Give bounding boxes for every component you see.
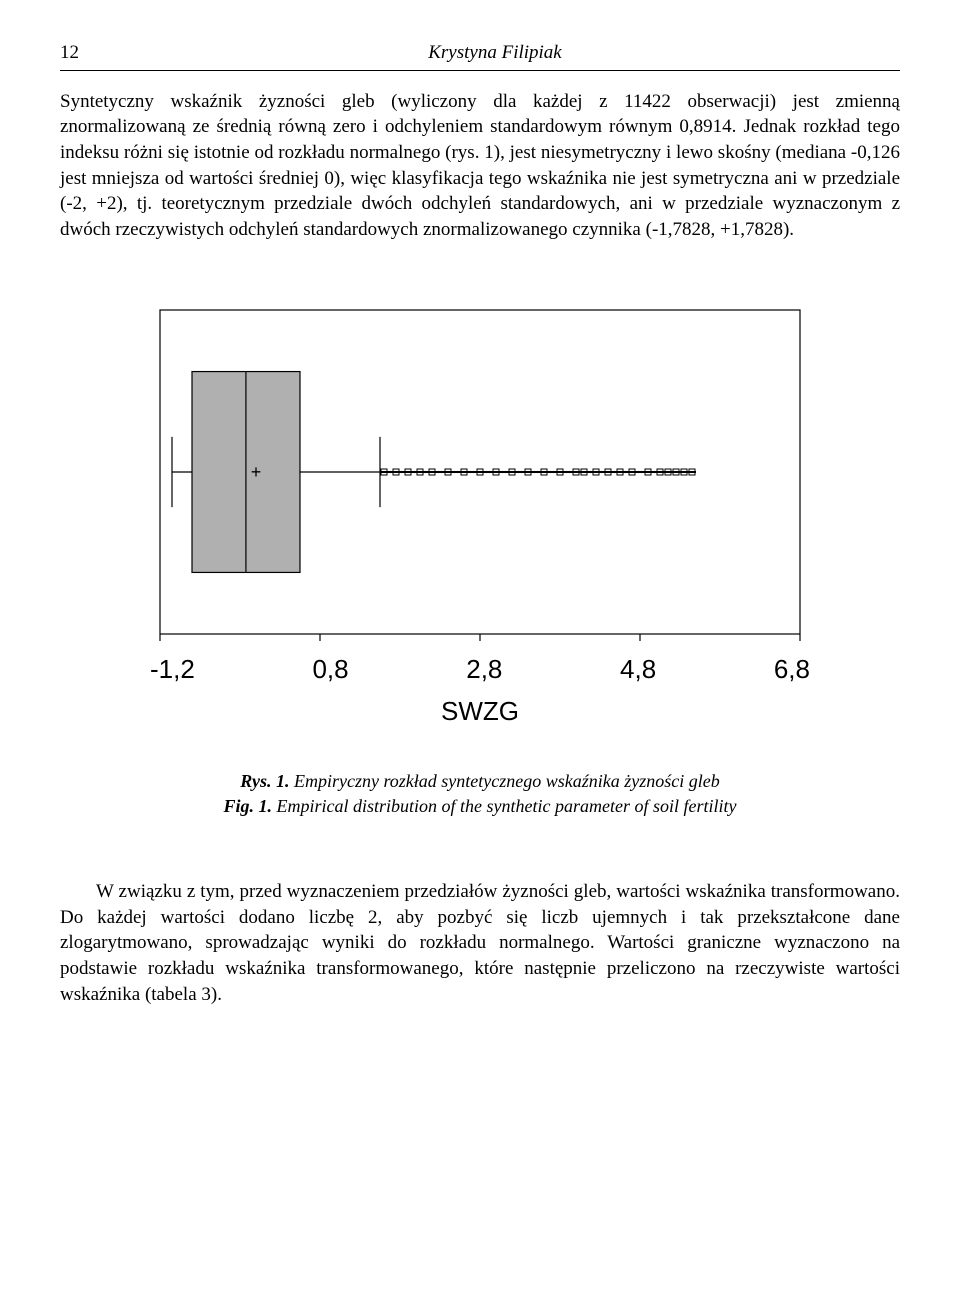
xtick-0: -1,2 <box>150 652 195 687</box>
page-number: 12 <box>60 40 90 66</box>
xtick-3: 4,8 <box>620 652 656 687</box>
xtick-1: 0,8 <box>312 652 348 687</box>
author-name: Krystyna Filipiak <box>90 40 900 66</box>
xtick-2: 2,8 <box>466 652 502 687</box>
x-axis-ticks: -1,2 0,8 2,8 4,8 6,8 <box>150 652 810 687</box>
boxplot-svg: + <box>140 302 820 642</box>
figure-caption: Rys. 1. Empiryczny rozkład syntetycznego… <box>60 769 900 819</box>
xtick-4: 6,8 <box>774 652 810 687</box>
caption-label-pl: Rys. 1. <box>240 771 289 791</box>
svg-text:+: + <box>251 462 262 482</box>
x-axis-label: SWZG <box>120 694 840 729</box>
paragraph-1: Syntetyczny wskaźnik żyzności gleb (wyli… <box>60 89 900 243</box>
boxplot-figure: + -1,2 0,8 2,8 4,8 6,8 SWZG <box>120 302 840 728</box>
caption-label-en: Fig. 1. <box>224 796 273 816</box>
caption-text-en: Empirical distribution of the synthetic … <box>272 796 736 816</box>
paragraph-2: W związku z tym, przed wyznaczeniem prze… <box>60 879 900 1007</box>
header-rule <box>60 70 900 71</box>
page-header: 12 Krystyna Filipiak <box>60 40 900 66</box>
caption-text-pl: Empiryczny rozkład syntetycznego wskaźni… <box>289 771 719 791</box>
